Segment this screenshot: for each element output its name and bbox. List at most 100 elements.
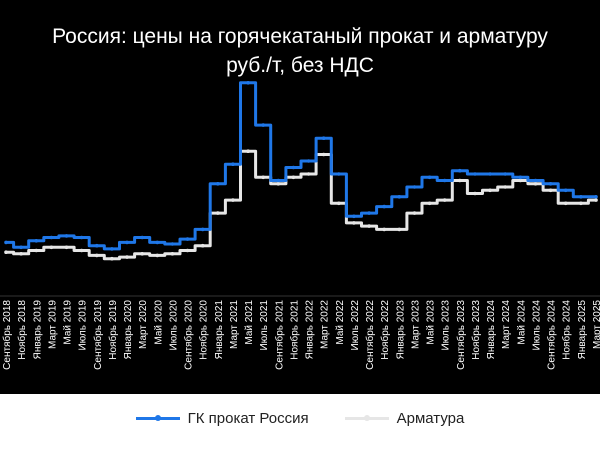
- data-point-hrc: [412, 185, 417, 189]
- x-tick-label: Январь 2023: [395, 300, 406, 360]
- data-point-rebar: [200, 243, 205, 248]
- data-point-hrc: [200, 227, 205, 232]
- x-tick-label: Март 2020: [138, 300, 149, 349]
- data-point-rebar: [79, 248, 84, 253]
- data-point-rebar: [442, 198, 447, 202]
- x-tick-label: Январь 2021: [214, 300, 225, 360]
- data-point-hrc: [231, 162, 235, 166]
- data-point-hrc: [246, 81, 250, 85]
- data-point-hrc: [382, 204, 387, 209]
- data-point-hrc: [563, 188, 568, 193]
- data-point-hrc: [503, 172, 508, 176]
- data-point-hrc: [579, 195, 583, 199]
- data-point-hrc: [155, 240, 160, 245]
- data-point-rebar: [579, 201, 583, 206]
- data-point-hrc: [473, 172, 477, 176]
- x-tick-label: Май 2020: [153, 300, 164, 345]
- chart-title: Россия: цены на горячекатаный прокат и а…: [52, 25, 548, 48]
- data-point-rebar: [291, 175, 296, 180]
- x-tick-label: Ноябрь 2019: [107, 300, 119, 360]
- data-point-rebar: [276, 182, 281, 186]
- data-point-hrc: [49, 235, 54, 240]
- x-tick-label: Январь 2022: [305, 300, 316, 360]
- data-point-rebar: [518, 178, 523, 183]
- data-point-rebar: [140, 252, 144, 256]
- x-tick-label: Июль 2024: [532, 300, 543, 351]
- data-point-rebar: [125, 255, 129, 259]
- legend-item-rebar[interactable]: Арматура: [344, 409, 465, 427]
- data-point-hrc: [110, 247, 114, 251]
- x-tick-label: Ноябрь 2022: [379, 300, 391, 360]
- data-point-rebar: [19, 252, 23, 256]
- x-tick-label: Март 2024: [501, 300, 512, 349]
- data-point-rebar: [306, 172, 311, 176]
- x-tick-label: Январь 2025: [577, 300, 588, 360]
- x-tick-label: Ноябрь 2021: [288, 300, 300, 360]
- data-point-hrc: [140, 235, 144, 240]
- data-point-hrc: [458, 168, 462, 173]
- data-point-hrc: [64, 234, 69, 238]
- legend-swatch-hrc: [135, 413, 180, 423]
- data-point-rebar: [64, 245, 69, 250]
- data-point-hrc: [125, 240, 129, 245]
- data-point-hrc: [321, 136, 326, 140]
- data-point-hrc: [442, 178, 447, 183]
- data-point-hrc: [95, 243, 99, 248]
- data-point-hrc: [337, 172, 341, 176]
- data-point-rebar: [185, 248, 190, 253]
- legend-area: [0, 394, 600, 450]
- data-point-rebar: [503, 185, 508, 189]
- data-point-hrc: [427, 175, 432, 180]
- legend-label-hrc: ГК прокат Россия: [187, 409, 309, 427]
- data-point-hrc: [185, 237, 190, 241]
- data-point-rebar: [155, 253, 160, 258]
- x-tick-label: Ноябрь 2024: [561, 300, 573, 360]
- data-point-rebar: [321, 152, 326, 157]
- data-point-rebar: [458, 178, 462, 183]
- data-point-rebar: [261, 175, 266, 180]
- series-line-hrc: [6, 81, 596, 251]
- data-point-hrc: [216, 182, 220, 186]
- data-point-rebar: [427, 201, 432, 206]
- data-point-rebar: [533, 182, 538, 186]
- data-point-rebar: [397, 227, 402, 232]
- data-point-rebar: [488, 188, 492, 193]
- data-point-rebar: [337, 201, 341, 206]
- data-point-hrc: [488, 172, 492, 176]
- chart-subtitle: руб./т, без НДС: [226, 54, 374, 77]
- x-tick-label: Сентябрь 2023: [455, 300, 467, 370]
- legend-swatch-rebar: [344, 413, 389, 423]
- data-point-hrc: [19, 245, 23, 250]
- x-tick-label: Июль 2019: [78, 300, 89, 351]
- data-point-rebar: [110, 256, 114, 261]
- x-tick-label: Ноябрь 2018: [16, 300, 28, 360]
- x-tick-label: Март 2019: [47, 300, 58, 349]
- x-tick-label: Июль 2022: [350, 300, 361, 351]
- x-tick-label: Май 2021: [244, 300, 255, 345]
- x-tick-label: Январь 2019: [32, 300, 43, 360]
- data-point-rebar: [548, 188, 553, 193]
- x-tick-label: Май 2023: [426, 300, 437, 345]
- data-point-hrc: [367, 211, 371, 215]
- data-point-hrc: [79, 235, 84, 240]
- data-point-rebar: [34, 248, 39, 253]
- data-point-rebar: [4, 250, 8, 254]
- x-tick-label: Ноябрь 2020: [198, 300, 210, 360]
- data-point-rebar: [367, 224, 371, 228]
- legend-item-hrc[interactable]: ГК прокат Россия: [135, 409, 309, 427]
- data-point-rebar: [473, 191, 477, 196]
- data-point-hrc: [306, 159, 311, 163]
- data-point-rebar: [412, 211, 417, 215]
- x-tick-label: Март 2025: [592, 300, 600, 349]
- legend: ГК прокат Россия Арматура: [0, 405, 600, 431]
- x-tick-label: Сентябрь 2019: [92, 300, 104, 370]
- data-point-hrc: [261, 123, 266, 127]
- legend-label-rebar: Арматура: [396, 409, 465, 427]
- x-tick-label: Июль 2020: [168, 300, 179, 351]
- x-tick-label: Сентябрь 2020: [183, 300, 195, 370]
- line-chart: Сентябрь 2018 Ноябрь 2018 Январь 2019 Март …: [0, 81, 600, 370]
- data-point-rebar: [216, 211, 220, 215]
- x-tick-label: Июль 2023: [441, 300, 452, 351]
- data-point-hrc: [170, 242, 175, 246]
